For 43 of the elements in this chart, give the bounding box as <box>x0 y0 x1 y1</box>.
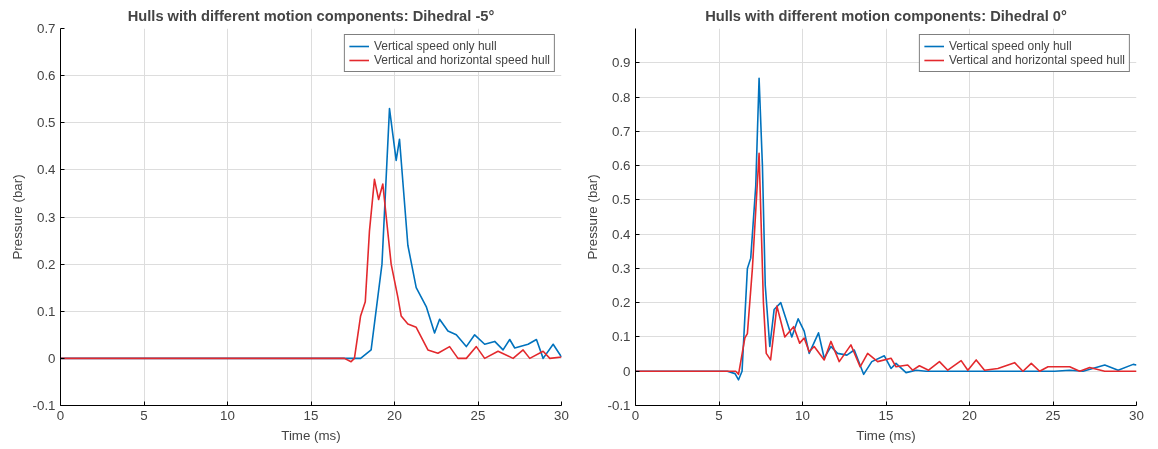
y-axis-title: Pressure (bar) <box>9 174 25 260</box>
y-tick-label: 0.3 <box>36 209 56 225</box>
chart-title: Hulls with different motion components: Dihedral 0° <box>705 7 1067 24</box>
x-tick-label: 15 <box>878 407 894 423</box>
x-tick-label: 25 <box>470 407 486 423</box>
y-tick-label: 0 <box>623 363 631 379</box>
chart-title: Hulls with different motion components: Dihedral -5° <box>127 7 495 24</box>
x-axis-title: Time (ms) <box>856 427 916 443</box>
x-tick-label: 15 <box>303 407 319 423</box>
y-tick-label: 0.7 <box>611 123 631 139</box>
y-tick-label: 0.2 <box>36 256 56 272</box>
line-series <box>635 152 1137 376</box>
y-axis-title: Pressure (bar) <box>584 174 600 260</box>
y-tick-label: 0.4 <box>611 226 632 242</box>
x-tick-label: 30 <box>1129 407 1144 423</box>
y-tick-label: 0.8 <box>611 89 631 105</box>
x-tick-label: 10 <box>795 407 810 423</box>
x-tick-label: 25 <box>1045 407 1061 423</box>
x-tick-label: 5 <box>140 407 148 423</box>
y-tick-label: 0.3 <box>611 260 631 276</box>
y-tick-label: 0.6 <box>36 68 56 84</box>
y-tick-label: 0.1 <box>611 329 631 345</box>
y-tick-label: -0.1 <box>32 398 56 413</box>
legend-label: Vertical speed only hull <box>948 39 1072 53</box>
y-tick-label: 0.6 <box>611 158 631 174</box>
x-tick-label: 5 <box>715 407 723 423</box>
legend-label: Vertical speed only hull <box>373 39 497 53</box>
y-tick-label: 0.4 <box>36 162 57 178</box>
x-axis-title: Time (ms) <box>281 427 341 443</box>
x-tick-label: 20 <box>387 407 402 423</box>
y-tick-label: 0 <box>48 350 56 366</box>
y-tick-label: 0.5 <box>36 115 56 131</box>
x-tick-label: 30 <box>554 407 569 423</box>
legend-label: Vertical and horizontal speed hull <box>948 53 1125 67</box>
y-tick-label: -0.1 <box>607 398 631 413</box>
y-tick-label: 0.7 <box>36 21 56 36</box>
y-tick-label: 0.1 <box>36 303 56 319</box>
legend-label: Vertical and horizontal speed hull <box>373 53 550 67</box>
y-tick-label: 0.2 <box>611 295 631 311</box>
x-tick-label: 20 <box>962 407 977 423</box>
y-tick-label: 0.9 <box>611 55 631 71</box>
y-tick-label: 0.5 <box>611 192 631 208</box>
x-tick-label: 10 <box>220 407 235 423</box>
